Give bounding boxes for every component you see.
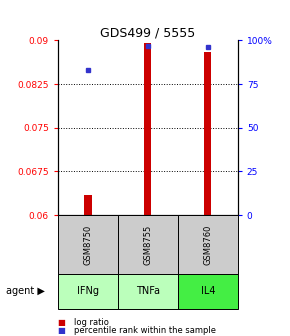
Text: ■: ■ (57, 327, 65, 335)
Text: log ratio: log ratio (74, 318, 109, 327)
Bar (84, 195, 92, 215)
Text: GSM8760: GSM8760 (203, 224, 212, 265)
Text: ■: ■ (57, 318, 65, 327)
Bar (144, 43, 151, 215)
Text: TNFa: TNFa (136, 287, 160, 296)
Text: IFNg: IFNg (77, 287, 99, 296)
Text: GSM8755: GSM8755 (143, 224, 153, 264)
Title: GDS499 / 5555: GDS499 / 5555 (100, 26, 195, 39)
Text: GSM8750: GSM8750 (84, 224, 93, 264)
Text: percentile rank within the sample: percentile rank within the sample (74, 327, 216, 335)
Bar (204, 52, 211, 215)
Text: IL4: IL4 (201, 287, 215, 296)
Text: agent ▶: agent ▶ (6, 287, 45, 296)
